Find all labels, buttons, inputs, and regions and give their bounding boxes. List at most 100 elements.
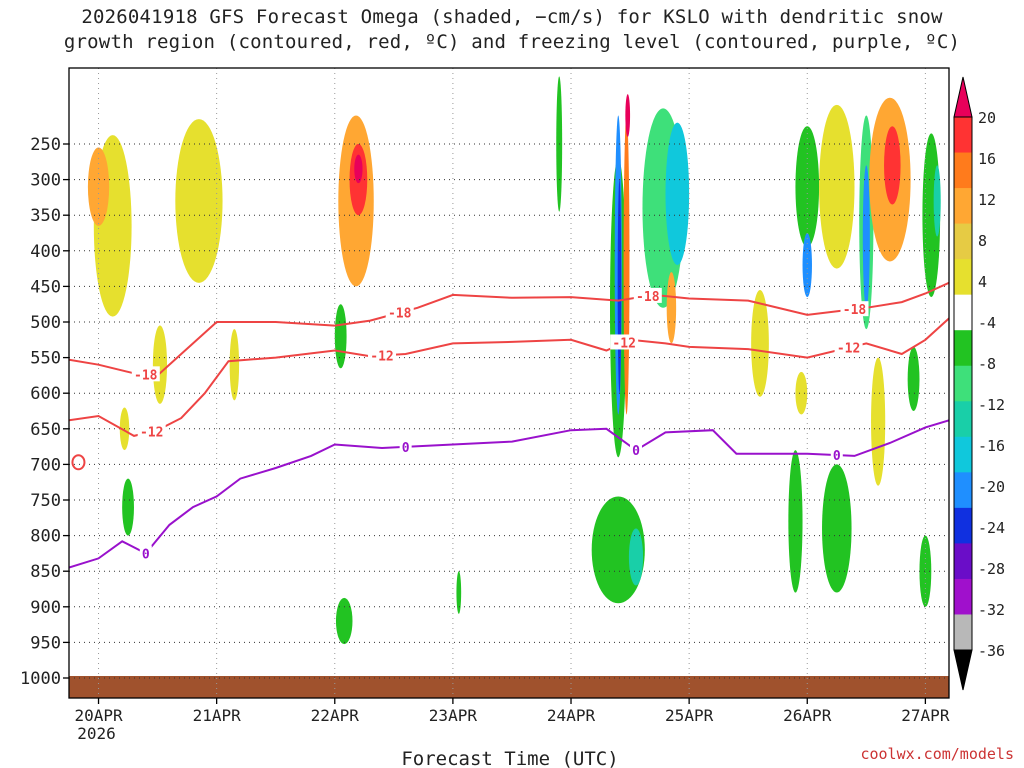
omega-region-17	[665, 122, 690, 266]
ytick-label-650: 650	[30, 420, 61, 440]
colorbar-label-0: 20	[978, 109, 996, 127]
colorbar-band-13	[954, 578, 972, 615]
contour-label-dgz-minus18-3: -18	[843, 303, 867, 318]
ytick-label-550: 550	[30, 349, 61, 369]
xtick-label-26APR: 26APR	[783, 706, 832, 725]
ytick-label-900: 900	[30, 598, 61, 618]
contour-label-dgz-minus12-0: -12	[140, 426, 163, 441]
colorbar-label-10: -24	[978, 519, 1005, 537]
contour-label-bg	[137, 423, 166, 439]
omega-region-25	[819, 104, 855, 269]
contour-label-bg	[139, 545, 152, 561]
omega-region-9	[122, 478, 134, 536]
contour-label-bg	[830, 447, 843, 463]
contour-label-bg	[399, 438, 412, 454]
contour-label-freezing-level-1: 0	[402, 441, 410, 456]
colorbar-band-12	[954, 543, 972, 580]
colorbar-label-7: -12	[978, 396, 1005, 414]
colorbar-band-11	[954, 507, 972, 544]
contour-label-freezing-level-2: 0	[632, 444, 640, 459]
contour-label-dgz-minus18-2: -18	[636, 290, 660, 305]
colorbar: 20 16 12 8 4 -4 -8 -12 -16 -20 -24 -28 -32 -36	[953, 76, 1005, 691]
contour-label-freezing-level-3: 0	[833, 449, 841, 464]
ytick-label-250: 250	[30, 135, 61, 155]
contour-layer: -18 -18 -18 -18 -12 -12 -12 -12 0 0 0 0	[69, 281, 949, 569]
colorbar-band-6	[954, 330, 972, 367]
contour-label-dgz-minus18-1: -18	[388, 307, 412, 322]
colorbar-label-5: -4	[978, 314, 996, 332]
dgz-loop	[71, 454, 86, 471]
omega-region-39	[795, 371, 808, 415]
colorbar-band-3	[954, 223, 972, 260]
omega-region-19	[628, 528, 644, 586]
colorbar-label-13: -36	[978, 642, 1005, 660]
credit-link[interactable]: coolwx.com/models	[860, 745, 1014, 763]
ytick-label-850: 850	[30, 562, 61, 582]
omega-shading	[87, 76, 941, 645]
colorbar-band-7	[954, 365, 972, 402]
y-axis: 250 300 350 400 450 500 550 600 650 700 750 800 850 9…	[20, 135, 69, 689]
omega-region-29	[884, 126, 901, 205]
colorbar-label-3: 8	[978, 232, 987, 250]
xtick-label-27APR: 27APR	[901, 706, 950, 725]
omega-region-21	[751, 289, 769, 397]
x-axis-label: Forecast Time (UTC)	[401, 748, 618, 768]
omega-region-10	[334, 304, 347, 369]
colorbar-label-2: 12	[978, 191, 996, 209]
xtick-label-24APR: 24APR	[547, 706, 596, 725]
contour-label-dgz-minus12-3: -12	[837, 342, 860, 357]
colorbar-min-arrow	[953, 649, 973, 691]
colorbar-label-12: -32	[978, 601, 1005, 619]
omega-region-24	[802, 233, 812, 298]
omega-region-37	[456, 571, 462, 614]
omega-region-23	[795, 126, 820, 248]
colorbar-label-1: 16	[978, 150, 996, 168]
colorbar-label-8: -16	[978, 437, 1005, 455]
xtick-label-20APR: 20APR	[74, 706, 123, 725]
contour-label-dgz-minus12-2: -12	[612, 336, 635, 351]
colorbar-band-14	[954, 614, 972, 651]
omega-region-15	[625, 94, 631, 137]
ytick-label-700: 700	[30, 455, 61, 475]
colorbar-label-11: -28	[978, 560, 1005, 578]
contour-label-bg	[840, 301, 869, 317]
xtick-label-23APR: 23APR	[429, 706, 478, 725]
contour-freezing-level	[69, 419, 949, 569]
omega-region-34	[919, 535, 932, 607]
grid-lines	[69, 68, 949, 698]
omega-region-33	[933, 165, 941, 237]
ytick-label-300: 300	[30, 171, 61, 191]
contour-label-bg	[633, 287, 662, 303]
omega-region-8	[335, 597, 353, 645]
omega-region-22	[788, 450, 803, 593]
omega-region-31	[822, 464, 852, 593]
omega-region-38	[229, 329, 240, 401]
colorbar-band-0	[954, 117, 972, 154]
colorbar-label-9: -20	[978, 478, 1005, 496]
contour-dgz-minus12	[69, 317, 949, 437]
colorbar-band-5	[954, 294, 972, 331]
ytick-label-600: 600	[30, 384, 61, 404]
ytick-label-950: 950	[30, 633, 61, 653]
colorbar-label-4: 4	[978, 273, 987, 291]
ytick-label-1000: 1000	[20, 669, 61, 689]
omega-region-30	[871, 357, 886, 486]
contour-dgz-minus18	[69, 281, 949, 377]
colorbar-label-6: -8	[978, 355, 996, 373]
contour-label-bg	[629, 442, 642, 458]
xtick-label-22APR: 22APR	[311, 706, 360, 725]
contour-label-bg	[131, 366, 160, 382]
colorbar-band-2	[954, 188, 972, 225]
omega-region-1	[87, 147, 110, 226]
omega-region-35	[907, 346, 920, 411]
colorbar-band-1	[954, 152, 972, 189]
contour-label-bg	[368, 347, 397, 363]
colorbar-band-4	[954, 259, 972, 296]
xtick-label-25APR: 25APR	[665, 706, 714, 725]
omega-region-27	[862, 165, 870, 308]
omega-region-3	[175, 119, 223, 283]
omega-region-14	[623, 115, 630, 415]
ground-surface	[69, 676, 949, 698]
